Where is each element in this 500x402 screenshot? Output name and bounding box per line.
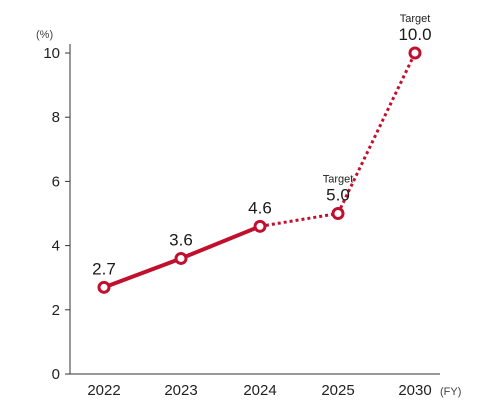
y-tick-label: 4 [52, 238, 60, 255]
target-annotation: Target [323, 174, 354, 186]
target-annotation: Target [400, 13, 431, 25]
data-point [97, 280, 111, 294]
y-tick-label: 2 [52, 302, 60, 319]
x-tick-label: 2030 [398, 382, 431, 399]
dotted-line-segment [259, 212, 339, 228]
x-tick-label: 2024 [243, 382, 276, 399]
x-tick-label: 2025 [321, 382, 354, 399]
line-segment [103, 256, 182, 290]
data-label: 5.0 [326, 186, 350, 205]
data-label: 4.6 [248, 198, 272, 217]
y-axis-ticks: 0 2 4 6 8 10 [43, 45, 70, 383]
data-point [408, 46, 422, 60]
series-points [97, 46, 422, 294]
data-point [174, 251, 188, 265]
data-label: 2.7 [92, 259, 116, 278]
x-tick-label: 2023 [164, 382, 197, 399]
x-axis-unit: (FY) [440, 386, 461, 398]
y-tick-label: 6 [52, 173, 60, 190]
y-tick-label: 10 [43, 45, 60, 62]
line-segment [180, 224, 261, 261]
axes [69, 44, 440, 375]
x-tick-label: 2022 [87, 382, 120, 399]
y-tick-label: 8 [52, 109, 60, 126]
data-point [253, 219, 267, 233]
y-axis-unit: (%) [36, 29, 53, 41]
data-label: 3.6 [169, 230, 193, 249]
y-tick-label: 0 [52, 366, 60, 383]
data-point [331, 207, 345, 220]
x-axis-ticks: 2022 2023 2024 2025 2030 [87, 382, 431, 399]
data-label: 10.0 [398, 25, 431, 44]
series-line [103, 52, 417, 290]
